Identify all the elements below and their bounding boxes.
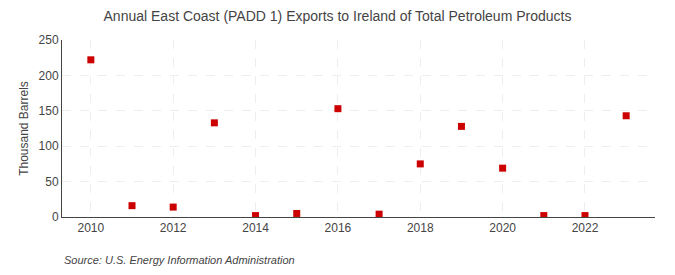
svg-text:2018: 2018 (407, 221, 434, 235)
svg-text:250: 250 (39, 33, 59, 47)
svg-text:Thousand Barrels: Thousand Barrels (17, 81, 31, 176)
svg-text:50: 50 (45, 175, 59, 189)
svg-text:100: 100 (39, 139, 59, 153)
svg-text:Source: U.S. Energy Informatio: Source: U.S. Energy Information Administ… (64, 254, 295, 266)
svg-text:2014: 2014 (242, 221, 269, 235)
svg-text:Annual East Coast (PADD 1) Exp: Annual East Coast (PADD 1) Exports to Ir… (104, 8, 572, 24)
svg-text:2010: 2010 (77, 221, 104, 235)
svg-text:0: 0 (52, 210, 59, 224)
svg-text:200: 200 (39, 69, 59, 83)
svg-text:150: 150 (39, 104, 59, 118)
svg-text:2016: 2016 (325, 221, 352, 235)
svg-text:2020: 2020 (489, 221, 516, 235)
svg-text:2012: 2012 (160, 221, 187, 235)
svg-text:2022: 2022 (572, 221, 599, 235)
